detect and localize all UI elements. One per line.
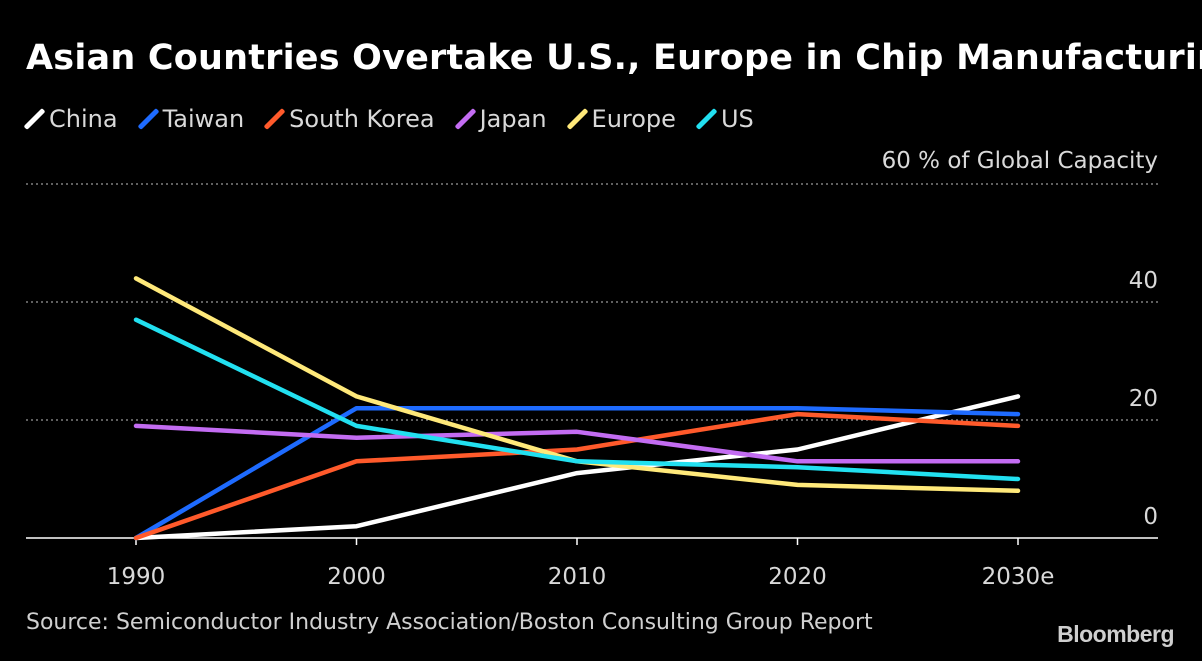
series-lines (133, 276, 1021, 541)
legend: China Taiwan South Korea Japan Europe US (23, 102, 776, 136)
y-axis-unit-label: 60 % of Global Capacity (882, 148, 1158, 174)
legend-label: US (720, 105, 754, 133)
legend-item: China (23, 105, 118, 133)
legend-label: Japan (479, 105, 547, 133)
x-tick-label: 2010 (548, 564, 607, 590)
legend-label: China (49, 105, 118, 133)
x-tick-label: 1990 (107, 564, 166, 590)
legend-label: South Korea (289, 105, 435, 133)
legend-label: Europe (591, 105, 676, 133)
x-tick-label: 2020 (768, 564, 827, 590)
grid-lines (26, 183, 1158, 421)
source-note: Source: Semiconductor Industry Associati… (26, 610, 873, 635)
y-tick-label: 20 (1129, 386, 1158, 412)
legend-item: US (695, 105, 754, 133)
tick-labels: 1990 2000 2010 2020 2030e 0 20 40 60 % of Global… (107, 148, 1158, 590)
legend-item: Europe (566, 105, 676, 133)
legend-label: Taiwan (162, 105, 245, 133)
x-tick-label: 2030e (982, 564, 1055, 590)
series-line-japan (133, 423, 1021, 464)
axes (26, 537, 1158, 545)
legend-item: South Korea (263, 105, 435, 133)
bloomberg-logo: Bloomberg (1057, 621, 1174, 647)
y-tick-label: 40 (1129, 268, 1158, 294)
y-tick-label: 0 (1143, 504, 1158, 530)
legend-item: Taiwan (137, 105, 245, 133)
chart-title: Asian Countries Overtake U.S., Europe in… (26, 38, 1202, 78)
legend-item: Japan (454, 105, 547, 133)
series-line-us (133, 317, 1021, 482)
x-tick-label: 2000 (327, 564, 386, 590)
